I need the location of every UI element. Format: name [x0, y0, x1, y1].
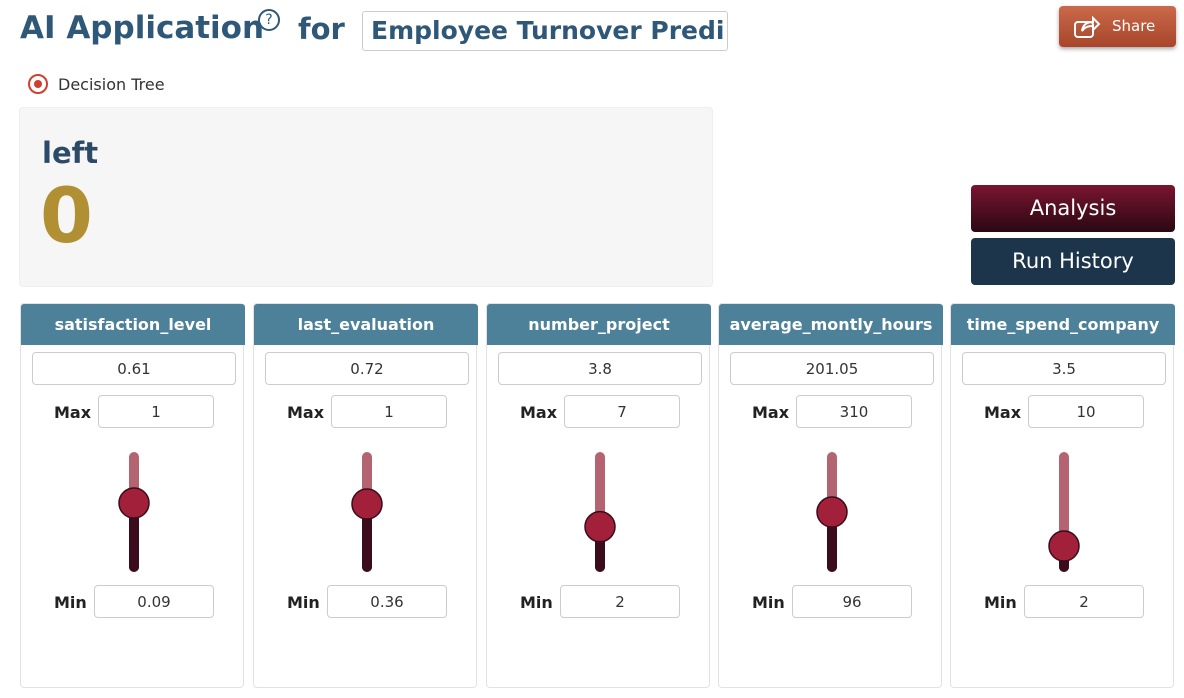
feature-card: number_project 3.8 Max 7 Min 2: [486, 303, 711, 688]
min-input[interactable]: 96: [792, 585, 912, 618]
share-icon: [1074, 15, 1101, 38]
share-button[interactable]: Share: [1059, 6, 1176, 47]
slider-knob[interactable]: [118, 487, 150, 519]
slider[interactable]: [347, 304, 387, 604]
max-input[interactable]: 7: [564, 395, 680, 428]
model-radio[interactable]: [28, 74, 48, 94]
result-panel: [19, 107, 713, 287]
max-input[interactable]: 10: [1028, 395, 1144, 428]
feature-name: last_evaluation: [254, 304, 478, 345]
max-input[interactable]: 1: [98, 395, 214, 428]
max-label: Max: [752, 403, 790, 422]
feature-name: satisfaction_level: [21, 304, 245, 345]
slider-fill: [129, 503, 139, 572]
min-label: Min: [984, 593, 1017, 612]
model-label[interactable]: Decision Tree: [58, 75, 165, 94]
min-input[interactable]: 2: [1024, 585, 1144, 618]
value-input[interactable]: 3.5: [962, 352, 1166, 385]
app-name-input[interactable]: Employee Turnover Predi: [362, 11, 728, 51]
slider-knob[interactable]: [1048, 530, 1080, 562]
value-input[interactable]: 0.61: [32, 352, 236, 385]
max-input[interactable]: 1: [331, 395, 447, 428]
slider-knob[interactable]: [584, 510, 616, 543]
slider-fill: [362, 504, 372, 572]
min-input[interactable]: 2: [560, 585, 680, 618]
min-input[interactable]: 0.09: [94, 585, 214, 618]
min-label: Min: [752, 593, 785, 612]
max-label: Max: [520, 403, 558, 422]
analysis-button[interactable]: Analysis: [971, 185, 1175, 232]
min-input[interactable]: 0.36: [327, 585, 447, 618]
max-label: Max: [984, 403, 1022, 422]
max-label: Max: [287, 403, 325, 422]
help-icon[interactable]: ?: [258, 9, 280, 31]
slider-knob[interactable]: [351, 488, 383, 520]
slider[interactable]: [812, 304, 852, 604]
share-label: Share: [1112, 17, 1156, 35]
feature-name: time_spend_company: [951, 304, 1175, 345]
slider[interactable]: [114, 304, 154, 604]
slider[interactable]: [1044, 304, 1084, 604]
min-label: Min: [520, 593, 553, 612]
feature-name: average_montly_hours: [719, 304, 943, 345]
feature-card: time_spend_company 3.5 Max 10 Min 2: [950, 303, 1175, 688]
for-label: for: [298, 12, 345, 46]
prediction: 0: [40, 171, 93, 260]
feature-card: last_evaluation 0.72 Max 1 Min 0.36: [253, 303, 478, 688]
feature-card: satisfaction_level 0.61 Max 1 Min 0.09: [20, 303, 245, 688]
min-label: Min: [54, 593, 87, 612]
feature-name: number_project: [487, 304, 711, 345]
app-title: AI Application: [20, 10, 265, 46]
value-input[interactable]: 3.8: [498, 352, 702, 385]
min-label: Min: [287, 593, 320, 612]
slider-knob[interactable]: [816, 496, 848, 528]
target-name: left: [42, 136, 99, 170]
value-input[interactable]: 0.72: [265, 352, 469, 385]
value-input[interactable]: 201.05: [730, 352, 934, 385]
max-input[interactable]: 310: [796, 395, 912, 428]
feature-card: average_montly_hours 201.05 Max 310 Min 96: [718, 303, 943, 688]
slider[interactable]: [580, 304, 620, 604]
run-history-button[interactable]: Run History: [971, 238, 1175, 285]
max-label: Max: [54, 403, 92, 422]
